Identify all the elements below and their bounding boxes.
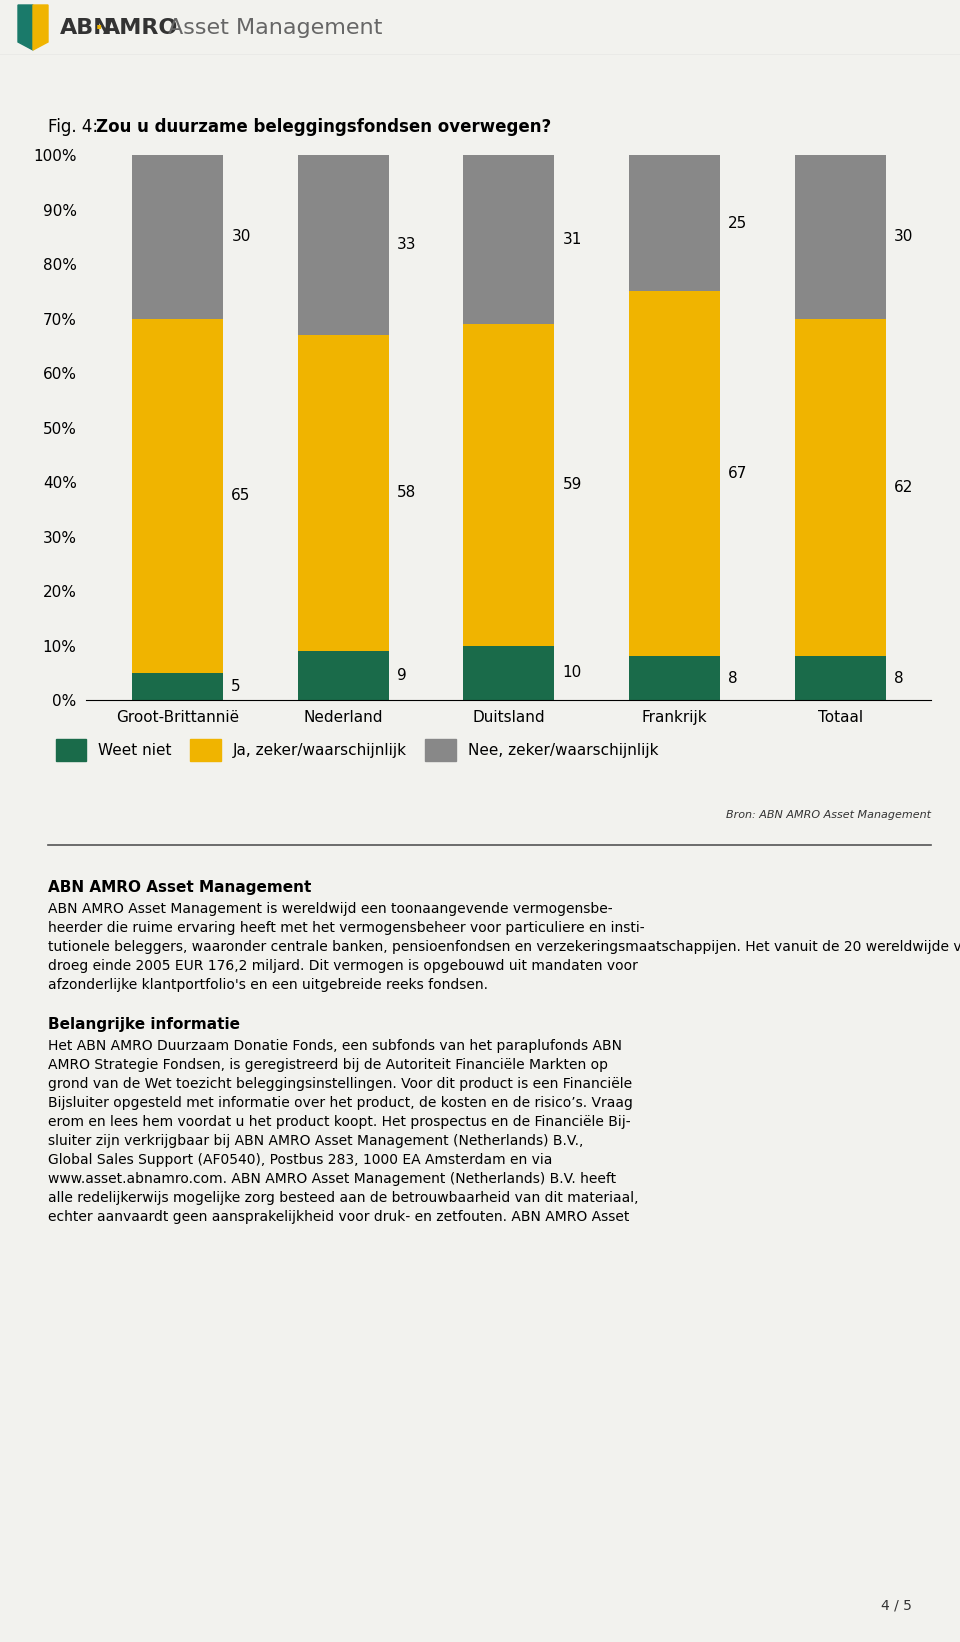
- Text: 30: 30: [231, 230, 251, 245]
- Bar: [132, 154, 223, 319]
- Bar: [464, 323, 554, 645]
- Bar: [795, 657, 886, 699]
- Text: 58: 58: [397, 486, 417, 501]
- Text: Global Sales Support (AF0540), Postbus 283, 1000 EA Amsterdam en via: Global Sales Support (AF0540), Postbus 2…: [48, 1153, 552, 1167]
- Text: 4 / 5: 4 / 5: [881, 1598, 912, 1612]
- Bar: [795, 154, 886, 319]
- Legend: Weet niet, Ja, zeker/waarschijnlijk, Nee, zeker/waarschijnlijk: Weet niet, Ja, zeker/waarschijnlijk, Nee…: [56, 739, 659, 760]
- Text: 9: 9: [397, 668, 407, 683]
- Text: 59: 59: [563, 478, 582, 493]
- Text: Bijsluiter opgesteld met informatie over het product, de kosten en de risico’s. : Bijsluiter opgesteld met informatie over…: [48, 1095, 633, 1110]
- Text: ABN AMRO Asset Management is wereldwijd een toonaangevende vermogensbe-: ABN AMRO Asset Management is wereldwijd …: [48, 901, 612, 916]
- Text: sluiter zijn verkrijgbaar bij ABN AMRO Asset Management (Netherlands) B.V.,: sluiter zijn verkrijgbaar bij ABN AMRO A…: [48, 1135, 584, 1148]
- Text: 31: 31: [563, 232, 582, 246]
- Bar: [629, 657, 720, 699]
- Text: echter aanvaardt geen aansprakelijkheid voor druk- en zetfouten. ABN AMRO Asset: echter aanvaardt geen aansprakelijkheid …: [48, 1210, 630, 1223]
- Bar: [464, 154, 554, 323]
- Text: Het ABN AMRO Duurzaam Donatie Fonds, een subfonds van het paraplufonds ABN: Het ABN AMRO Duurzaam Donatie Fonds, een…: [48, 1039, 622, 1053]
- Bar: [132, 673, 223, 699]
- Text: erom en lees hem voordat u het product koopt. Het prospectus en de Financiële Bi: erom en lees hem voordat u het product k…: [48, 1115, 631, 1130]
- Bar: [629, 291, 720, 657]
- Text: 67: 67: [729, 466, 748, 481]
- Bar: [298, 335, 389, 650]
- Text: AMRO: AMRO: [103, 18, 179, 38]
- Text: 25: 25: [729, 215, 748, 230]
- Text: 62: 62: [894, 479, 913, 494]
- Text: tutionele beleggers, waaronder centrale banken, pensioenfondsen en verzekeringsm: tutionele beleggers, waaronder centrale …: [48, 939, 960, 954]
- Text: alle redelijkerwijs mogelijke zorg besteed aan de betrouwbaarheid van dit materi: alle redelijkerwijs mogelijke zorg beste…: [48, 1190, 638, 1205]
- Text: grond van de Wet toezicht beleggingsinstellingen. Voor dit product is een Financ: grond van de Wet toezicht beleggingsinst…: [48, 1077, 632, 1090]
- Text: afzonderlijke klantportfolio's en een uitgebreide reeks fondsen.: afzonderlijke klantportfolio's en een ui…: [48, 979, 488, 992]
- Text: AMRO Strategie Fondsen, is geregistreerd bij de Autoriteit Financiële Markten op: AMRO Strategie Fondsen, is geregistreerd…: [48, 1057, 608, 1072]
- Text: www.asset.abnamro.com. ABN AMRO Asset Management (Netherlands) B.V. heeft: www.asset.abnamro.com. ABN AMRO Asset Ma…: [48, 1172, 616, 1186]
- Text: 33: 33: [397, 238, 417, 253]
- Text: Belangrijke informatie: Belangrijke informatie: [48, 1016, 240, 1033]
- Text: ·: ·: [95, 18, 104, 38]
- Text: 30: 30: [894, 230, 913, 245]
- Polygon shape: [18, 5, 33, 49]
- Text: 5: 5: [231, 678, 241, 695]
- Text: 10: 10: [563, 665, 582, 680]
- Text: Bron: ABN AMRO Asset Management: Bron: ABN AMRO Asset Management: [726, 810, 931, 819]
- Text: Zou u duurzame beleggingsfondsen overwegen?: Zou u duurzame beleggingsfondsen overweg…: [96, 118, 551, 136]
- Text: droeg einde 2005 EUR 176,2 miljard. Dit vermogen is opgebouwd uit mandaten voor: droeg einde 2005 EUR 176,2 miljard. Dit …: [48, 959, 637, 974]
- Text: 8: 8: [729, 670, 738, 686]
- Text: ABN: ABN: [60, 18, 112, 38]
- Bar: [298, 154, 389, 335]
- Bar: [132, 319, 223, 673]
- Bar: [629, 154, 720, 291]
- Bar: [298, 650, 389, 699]
- Text: Asset Management: Asset Management: [168, 18, 382, 38]
- Bar: [795, 319, 886, 657]
- Text: ABN AMRO Asset Management: ABN AMRO Asset Management: [48, 880, 311, 895]
- Text: 8: 8: [894, 670, 903, 686]
- Polygon shape: [33, 5, 48, 49]
- Text: 65: 65: [231, 488, 251, 502]
- Text: Fig. 4:: Fig. 4:: [48, 118, 104, 136]
- Bar: [464, 645, 554, 699]
- Text: heerder die ruime ervaring heeft met het vermogensbeheer voor particuliere en in: heerder die ruime ervaring heeft met het…: [48, 921, 644, 934]
